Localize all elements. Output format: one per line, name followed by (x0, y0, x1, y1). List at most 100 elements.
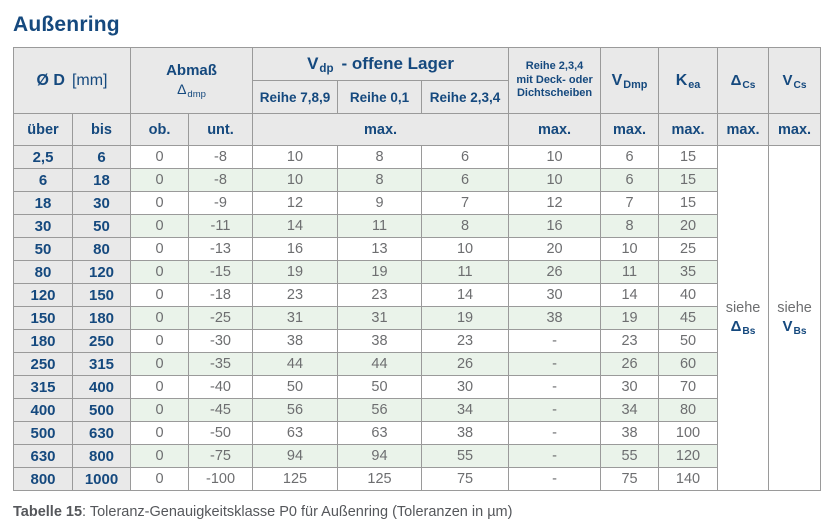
table-row: 150 180 0 -25 31 31 19 38 19 45 (13, 306, 821, 330)
col-header-unt: unt. (188, 113, 253, 146)
cell-unt: -75 (188, 444, 253, 468)
cell-r01: 31 (337, 306, 422, 330)
abmass-symbol: Δdmp (177, 81, 206, 101)
col-group-vdp-open-bearings: Vdp - offene Lager (251, 47, 510, 81)
table-caption: Tabelle 15: Toleranz-Genauigkeitsklasse … (13, 504, 836, 520)
cell-ob: 0 (130, 329, 189, 353)
cell-kea: 15 (658, 145, 719, 169)
cell-r234: 6 (420, 168, 510, 192)
cell-bis: 500 (72, 398, 131, 422)
col-header-max-vdp: max. (251, 113, 510, 146)
cell-r789: 19 (252, 260, 338, 284)
cell-deck: 16 (508, 214, 602, 238)
cell-unt: -18 (188, 283, 253, 307)
cell-ueber: 500 (13, 421, 73, 445)
table-row: 50 80 0 -13 16 13 10 20 10 25 (13, 237, 821, 261)
table-row: 180 250 0 -30 38 38 23-23 50 (13, 329, 821, 353)
cell-vdmp: 55 (600, 444, 660, 468)
cell-r01: 94 (337, 444, 422, 468)
see-word: siehe (725, 300, 761, 317)
see-reference-cell-vcs: siehe VBs (768, 145, 822, 491)
cell-deck: 20 (508, 237, 602, 261)
cell-kea: 80 (658, 398, 719, 422)
cell-r234: 7 (420, 191, 510, 215)
cell-r234: 38 (420, 421, 510, 445)
cell-kea: 60 (658, 352, 719, 376)
cell-vdmp: 10 (600, 237, 660, 261)
cell-r01: 56 (337, 398, 422, 422)
cell-r234: 75 (420, 467, 510, 491)
see-symbol: ΔBs (730, 318, 756, 338)
cell-bis: 18 (72, 168, 131, 192)
cell-ob: 0 (130, 306, 189, 330)
cell-deck: 30 (508, 283, 602, 307)
cell-ueber: 18 (13, 191, 73, 215)
cell-ob: 0 (130, 444, 189, 468)
cell-vdmp: 23 (600, 329, 660, 353)
cell-r789: 10 (252, 168, 338, 192)
cell-r234: 34 (420, 398, 510, 422)
cell-ob: 0 (130, 214, 189, 238)
cell-r234: 19 (420, 306, 510, 330)
cell-ob: 0 (130, 191, 189, 215)
cell-deck: - (508, 375, 602, 399)
cell-r234: 30 (420, 375, 510, 399)
cell-r01: 19 (337, 260, 422, 284)
cell-vdmp: 75 (600, 467, 660, 491)
col-header-max-vdmp: max. (600, 113, 660, 146)
table-row: 2,5 6 0 -8 10 8 6 10 6 15 siehe ΔBs siehe VBs (13, 145, 822, 491)
cell-ueber: 30 (13, 214, 73, 238)
cell-vdmp: 11 (600, 260, 660, 284)
cell-deck: - (508, 398, 602, 422)
table-row: 6 18 0 -8 10 8 6 10 6 15 (13, 168, 821, 192)
cell-deck: - (508, 329, 602, 353)
cell-ueber: 80 (13, 260, 73, 284)
caption-text: : Toleranz-Genauigkeitsklasse P0 für Auß… (82, 504, 513, 520)
cell-ueber: 250 (13, 352, 73, 376)
cell-kea: 40 (658, 283, 719, 307)
cell-r789: 31 (252, 306, 338, 330)
cell-bis: 50 (72, 214, 131, 238)
cell-bis: 250 (72, 329, 131, 353)
subheader-reihe-789: Reihe 7,8,9 (252, 80, 338, 114)
cell-r234: 11 (420, 260, 510, 284)
cell-vdmp: 26 (600, 352, 660, 376)
col-header-delta-cs: ΔCs (717, 47, 770, 114)
cell-deck: - (508, 444, 602, 468)
cell-unt: -8 (188, 168, 253, 192)
col-header-max-delta-cs: max. (717, 113, 770, 146)
cell-r789: 10 (252, 145, 338, 169)
cell-unt: -40 (188, 375, 253, 399)
table-row: 400 500 0 -45 56 56 34-34 80 (13, 398, 821, 422)
cell-vdmp: 30 (600, 375, 660, 399)
cell-r234: 55 (420, 444, 510, 468)
cell-r01: 125 (337, 467, 422, 491)
cell-kea: 15 (658, 191, 719, 215)
vdp-symbol: Vdp (307, 54, 334, 75)
cell-bis: 80 (72, 237, 131, 261)
cell-vdmp: 34 (600, 398, 660, 422)
cell-r234: 6 (420, 145, 510, 169)
cell-unt: -45 (188, 398, 253, 422)
cell-kea: 15 (658, 168, 719, 192)
col-header-ob: ob. (130, 113, 189, 146)
cell-ob: 0 (130, 260, 189, 284)
header-row-series: Reihe 7,8,9 Reihe 0,1 Reihe 2,3,4 (14, 80, 821, 114)
cell-deck: - (508, 352, 602, 376)
subheader-reihe-234: Reihe 2,3,4 (420, 80, 510, 114)
cell-vdmp: 6 (600, 168, 660, 192)
cell-r234: 8 (420, 214, 510, 238)
cell-bis: 1000 (72, 467, 131, 491)
tolerance-table: Ø D [mm] Abmaß Δdmp Vdp - offene Lager Rei… (13, 47, 822, 491)
cell-bis: 120 (72, 260, 131, 284)
cell-ob: 0 (130, 145, 189, 169)
cell-kea: 50 (658, 329, 719, 353)
cell-bis: 150 (72, 283, 131, 307)
diameter-label: Ø D (36, 71, 65, 89)
see-reference-cell-dcs: siehe ΔBs (717, 145, 770, 491)
cell-deck: 10 (508, 145, 602, 169)
cell-bis: 315 (72, 352, 131, 376)
cell-unt: -15 (188, 260, 253, 284)
cell-r01: 63 (337, 421, 422, 445)
cell-kea: 70 (658, 375, 719, 399)
